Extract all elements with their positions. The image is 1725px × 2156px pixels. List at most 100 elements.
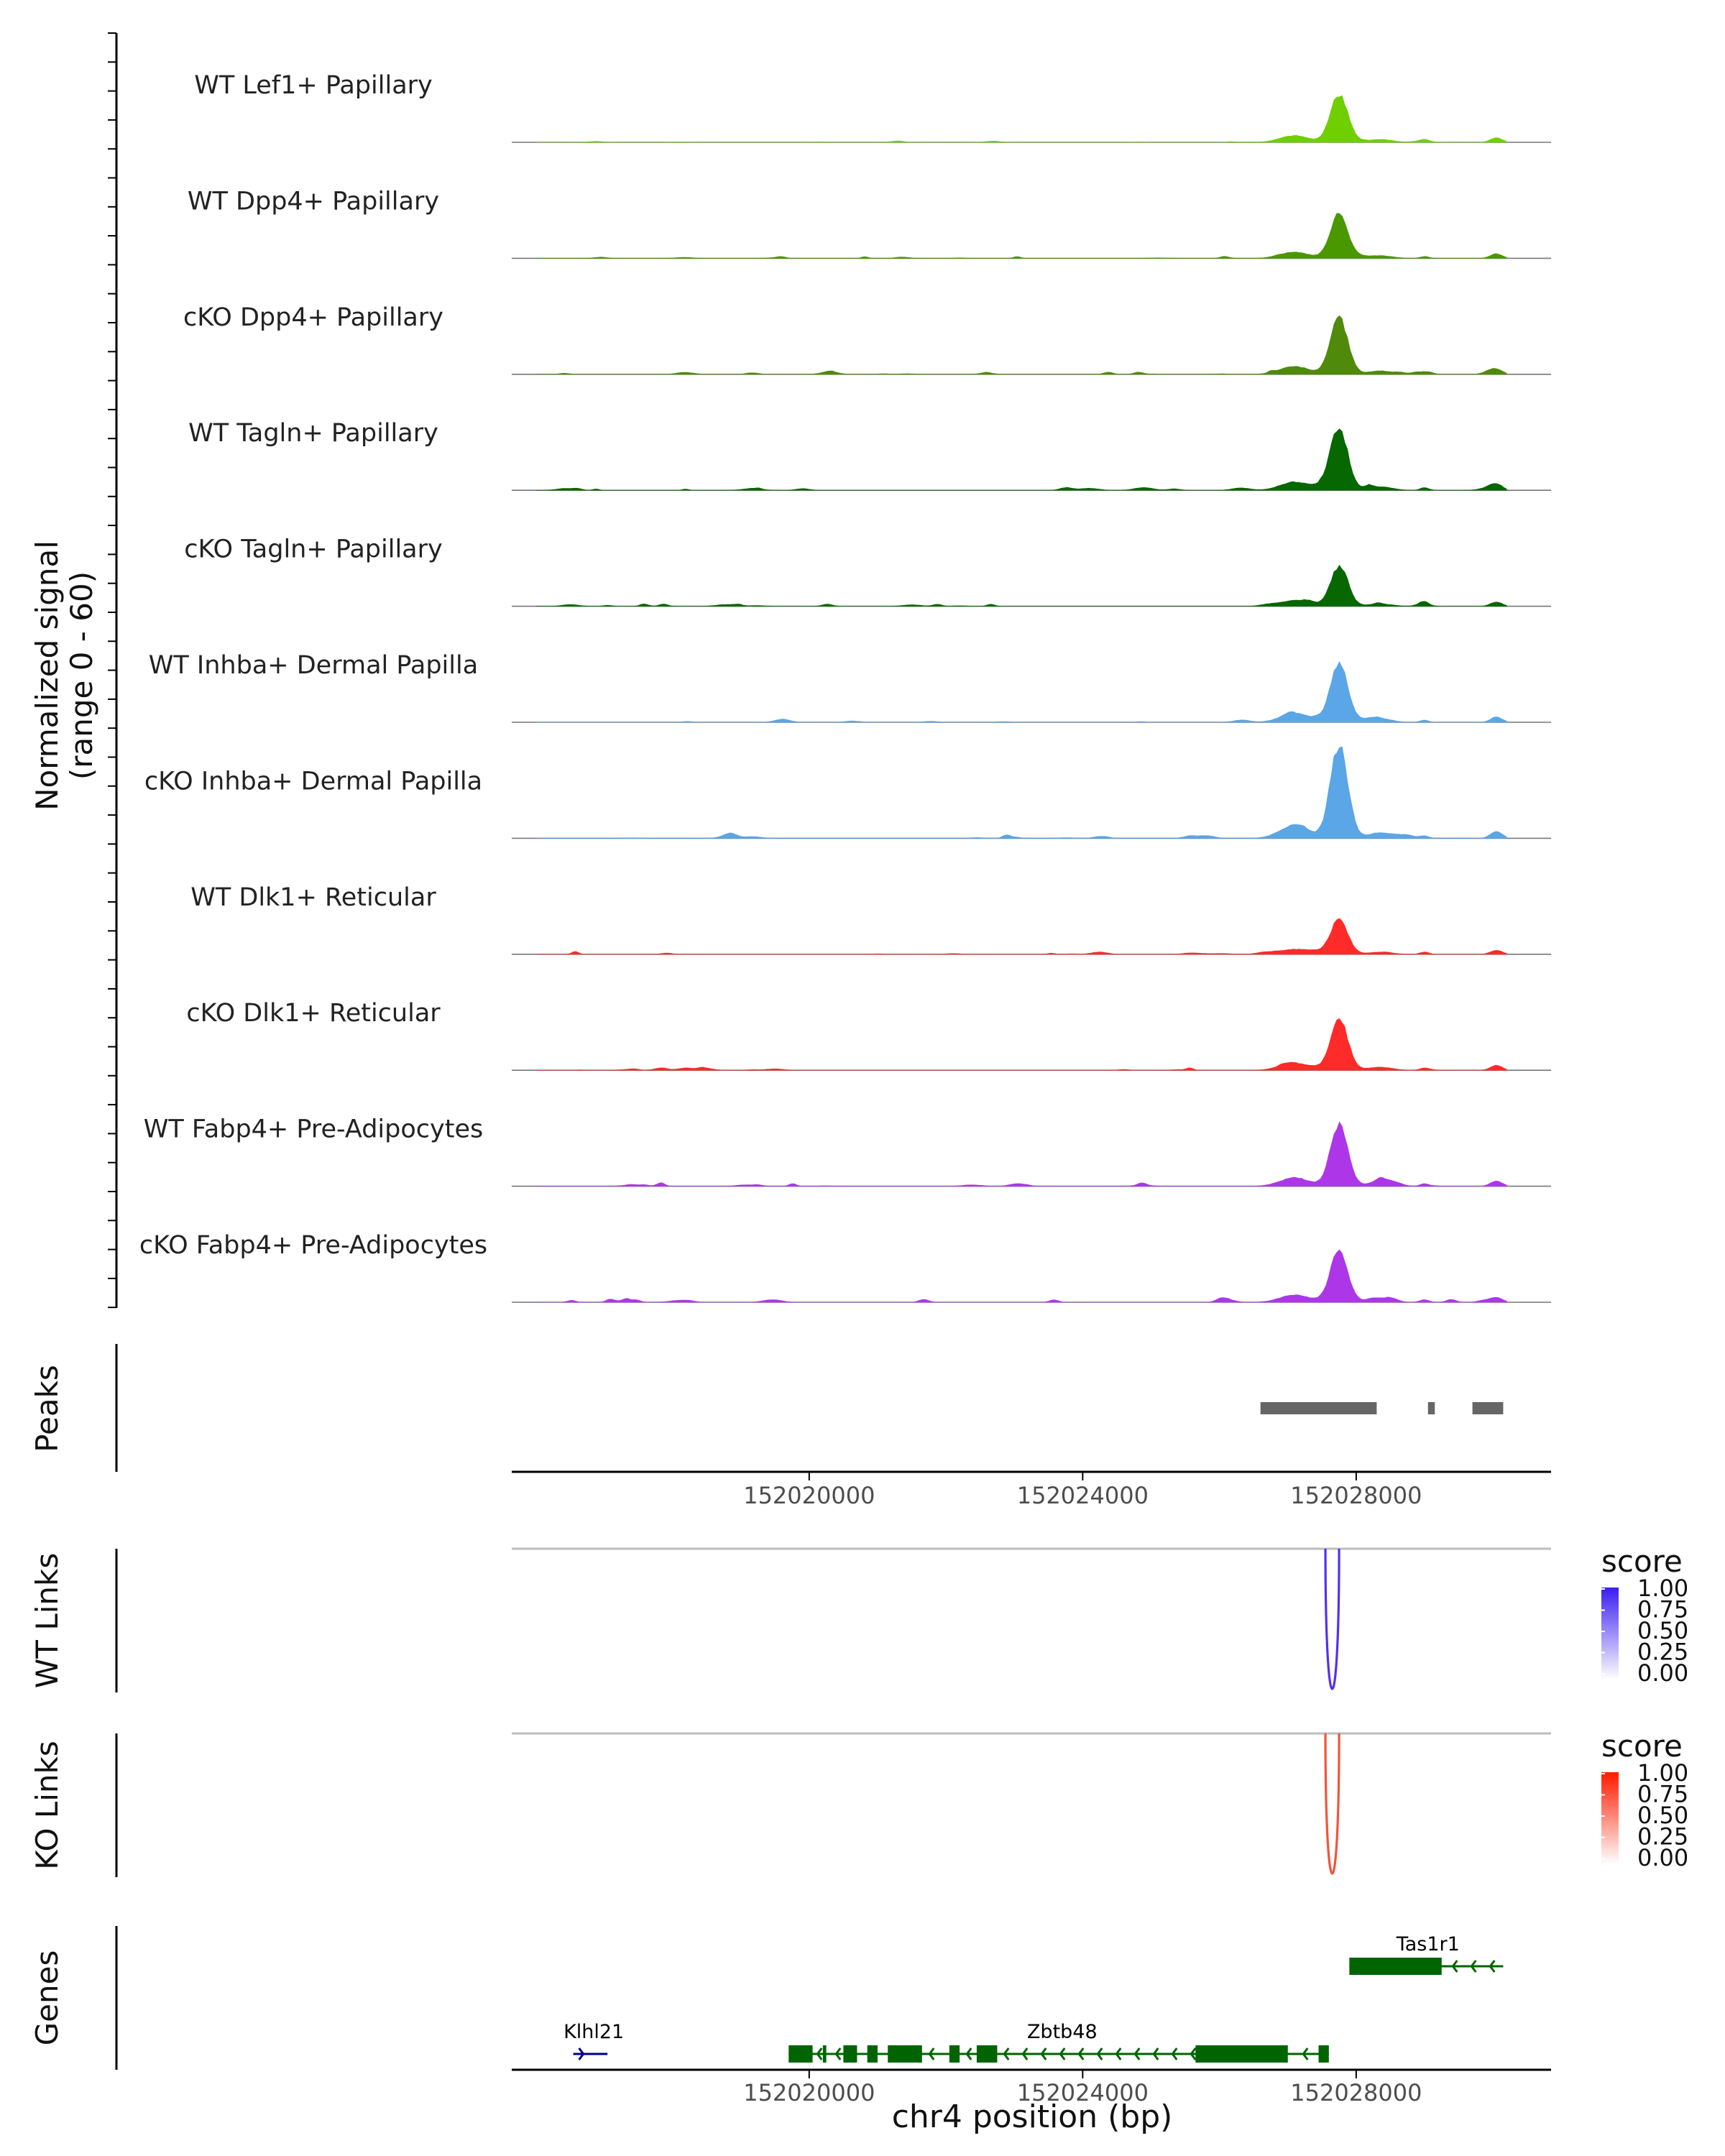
track-label: cKO Dlk1+ Reticular bbox=[186, 999, 441, 1028]
coverage-track: cKO Fabp4+ Pre-Adipocytes bbox=[139, 1231, 1551, 1303]
strand-arrow bbox=[1190, 2047, 1197, 2060]
coverage-track: cKO Dlk1+ Reticular bbox=[186, 999, 1551, 1071]
strand-arrow bbox=[578, 2047, 585, 2060]
legend-tick-label: 0.00 bbox=[1637, 1844, 1688, 1871]
legend-tick-label: 0.25 bbox=[1637, 1823, 1688, 1851]
peaks-label: Peaks bbox=[29, 1365, 65, 1452]
legend-tick-label: 0.50 bbox=[1637, 1802, 1688, 1829]
peaks-track: Peaks 152020000 152024000 152028000 bbox=[29, 1344, 1551, 1509]
legend-tick-label: 0.00 bbox=[1637, 1659, 1688, 1687]
strand-arrow bbox=[1302, 2047, 1309, 2060]
strand-arrow bbox=[1451, 1960, 1458, 1973]
legend-colorbar bbox=[1601, 1588, 1619, 1680]
x-tick-label: 152020000 bbox=[743, 1482, 875, 1509]
coverage-area bbox=[535, 918, 1507, 955]
gene-exon bbox=[1318, 2045, 1329, 2063]
coverage-area bbox=[535, 1121, 1507, 1187]
legend-title: score bbox=[1601, 1728, 1683, 1764]
x-tick-label: 152024000 bbox=[1017, 1482, 1149, 1509]
track-label: cKO Inhba+ Dermal Papilla bbox=[144, 767, 482, 796]
strand-arrow bbox=[965, 2047, 972, 2060]
peak-region bbox=[1472, 1402, 1504, 1414]
coverage-area bbox=[535, 746, 1507, 839]
strand-arrow bbox=[834, 2047, 842, 2060]
track-label: WT Dlk1+ Reticular bbox=[190, 883, 436, 912]
strand-arrow bbox=[816, 2047, 823, 2060]
strand-arrow bbox=[1470, 1960, 1477, 1973]
coverage-track: WT Fabp4+ Pre-Adipocytes bbox=[144, 1115, 1551, 1187]
gene-label: Zbtb48 bbox=[1027, 2021, 1098, 2043]
track-label: WT Inhba+ Dermal Papilla bbox=[149, 651, 478, 680]
track-label: cKO Tagln+ Papillary bbox=[184, 535, 443, 564]
x-tick-label: 152028000 bbox=[1290, 1482, 1422, 1509]
x-axis-title: chr4 position (bp) bbox=[892, 2099, 1173, 2135]
coverage-track: cKO Tagln+ Papillary bbox=[184, 535, 1551, 607]
genes-track: Genes Klhl21 Zbtb48 Tas1r1 152020000 15202400… bbox=[29, 1926, 1551, 2106]
gene-model: Klhl21 bbox=[564, 2021, 624, 2060]
coverage-area bbox=[535, 95, 1507, 143]
gene-model: Zbtb48 bbox=[788, 2021, 1329, 2063]
coverage-track: WT Dpp4+ Papillary bbox=[188, 187, 1551, 259]
gene-label: Tas1r1 bbox=[1396, 1933, 1460, 1955]
links-label: WT Links bbox=[29, 1553, 65, 1688]
gene-model: Tas1r1 bbox=[1349, 1933, 1504, 1975]
links-label: KO Links bbox=[29, 1741, 65, 1870]
gene-exon bbox=[1349, 1958, 1442, 1975]
gene-exon bbox=[843, 2045, 857, 2063]
strand-arrow bbox=[1077, 2047, 1085, 2060]
track-label: WT Lef1+ Papillary bbox=[194, 71, 433, 100]
coverage-area bbox=[535, 564, 1507, 607]
x-tick-label: 152020000 bbox=[743, 2079, 875, 2106]
coverage-track: WT Tagln+ Papillary bbox=[188, 419, 1551, 492]
gene-label: Klhl21 bbox=[564, 2021, 624, 2043]
coverage-area bbox=[535, 1249, 1507, 1303]
gene-exon bbox=[1195, 2045, 1288, 2063]
legend-tick-label: 0.25 bbox=[1637, 1639, 1688, 1666]
legend-title: score bbox=[1601, 1544, 1683, 1579]
coverage-area bbox=[535, 1018, 1507, 1071]
x-tick-label: 152028000 bbox=[1290, 2079, 1422, 2106]
y-axis-label: Normalized signal bbox=[29, 540, 65, 811]
y-axis-range-label: (range 0 - 60) bbox=[64, 571, 99, 780]
coverage-area bbox=[535, 315, 1507, 375]
peak-region bbox=[1260, 1402, 1377, 1414]
strand-arrow bbox=[928, 2047, 935, 2060]
coverage-track: WT Lef1+ Papillary bbox=[194, 71, 1551, 143]
gene-exon bbox=[788, 2045, 813, 2063]
track-label: cKO Fabp4+ Pre-Adipocytes bbox=[139, 1231, 487, 1260]
link-arc bbox=[1324, 1548, 1340, 1690]
gene-exon bbox=[976, 2045, 998, 2063]
strand-arrow bbox=[1115, 2047, 1122, 2060]
legend-tick-label: 1.00 bbox=[1637, 1759, 1688, 1787]
track-label: WT Dpp4+ Papillary bbox=[188, 187, 439, 216]
strand-arrow bbox=[1133, 2047, 1141, 2060]
gene-exon bbox=[867, 2045, 878, 2063]
coverage-track: cKO Inhba+ Dermal Papilla bbox=[144, 746, 1551, 839]
peak-region bbox=[1427, 1402, 1435, 1414]
track-label: WT Fabp4+ Pre-Adipocytes bbox=[144, 1115, 483, 1144]
left-axes bbox=[108, 32, 118, 1309]
legend-tick-label: 1.00 bbox=[1637, 1575, 1688, 1602]
track-label: cKO Dpp4+ Papillary bbox=[183, 303, 443, 332]
legend-tick-label: 0.75 bbox=[1637, 1596, 1688, 1623]
link-arc bbox=[1324, 1733, 1340, 1875]
genes-label: Genes bbox=[29, 1950, 65, 2046]
strand-arrow bbox=[1059, 2047, 1066, 2060]
strand-arrow bbox=[1152, 2047, 1159, 2060]
strand-arrow bbox=[1171, 2047, 1178, 2060]
coverage-track: WT Dlk1+ Reticular bbox=[190, 883, 1551, 955]
strand-arrow bbox=[1003, 2047, 1010, 2060]
legend-tick-label: 0.75 bbox=[1637, 1781, 1688, 1808]
gene-exon bbox=[888, 2045, 922, 2063]
gene-exon bbox=[822, 2045, 827, 2063]
coverage-area bbox=[535, 428, 1507, 491]
coverage-area bbox=[535, 213, 1507, 259]
strand-arrow bbox=[1489, 1960, 1496, 1973]
coverage-area bbox=[535, 661, 1507, 723]
track-label: WT Tagln+ Papillary bbox=[188, 419, 438, 448]
x-tick-label: 152024000 bbox=[1017, 2079, 1149, 2106]
legend-tick-label: 0.50 bbox=[1637, 1617, 1688, 1644]
strand-arrow bbox=[1096, 2047, 1103, 2060]
